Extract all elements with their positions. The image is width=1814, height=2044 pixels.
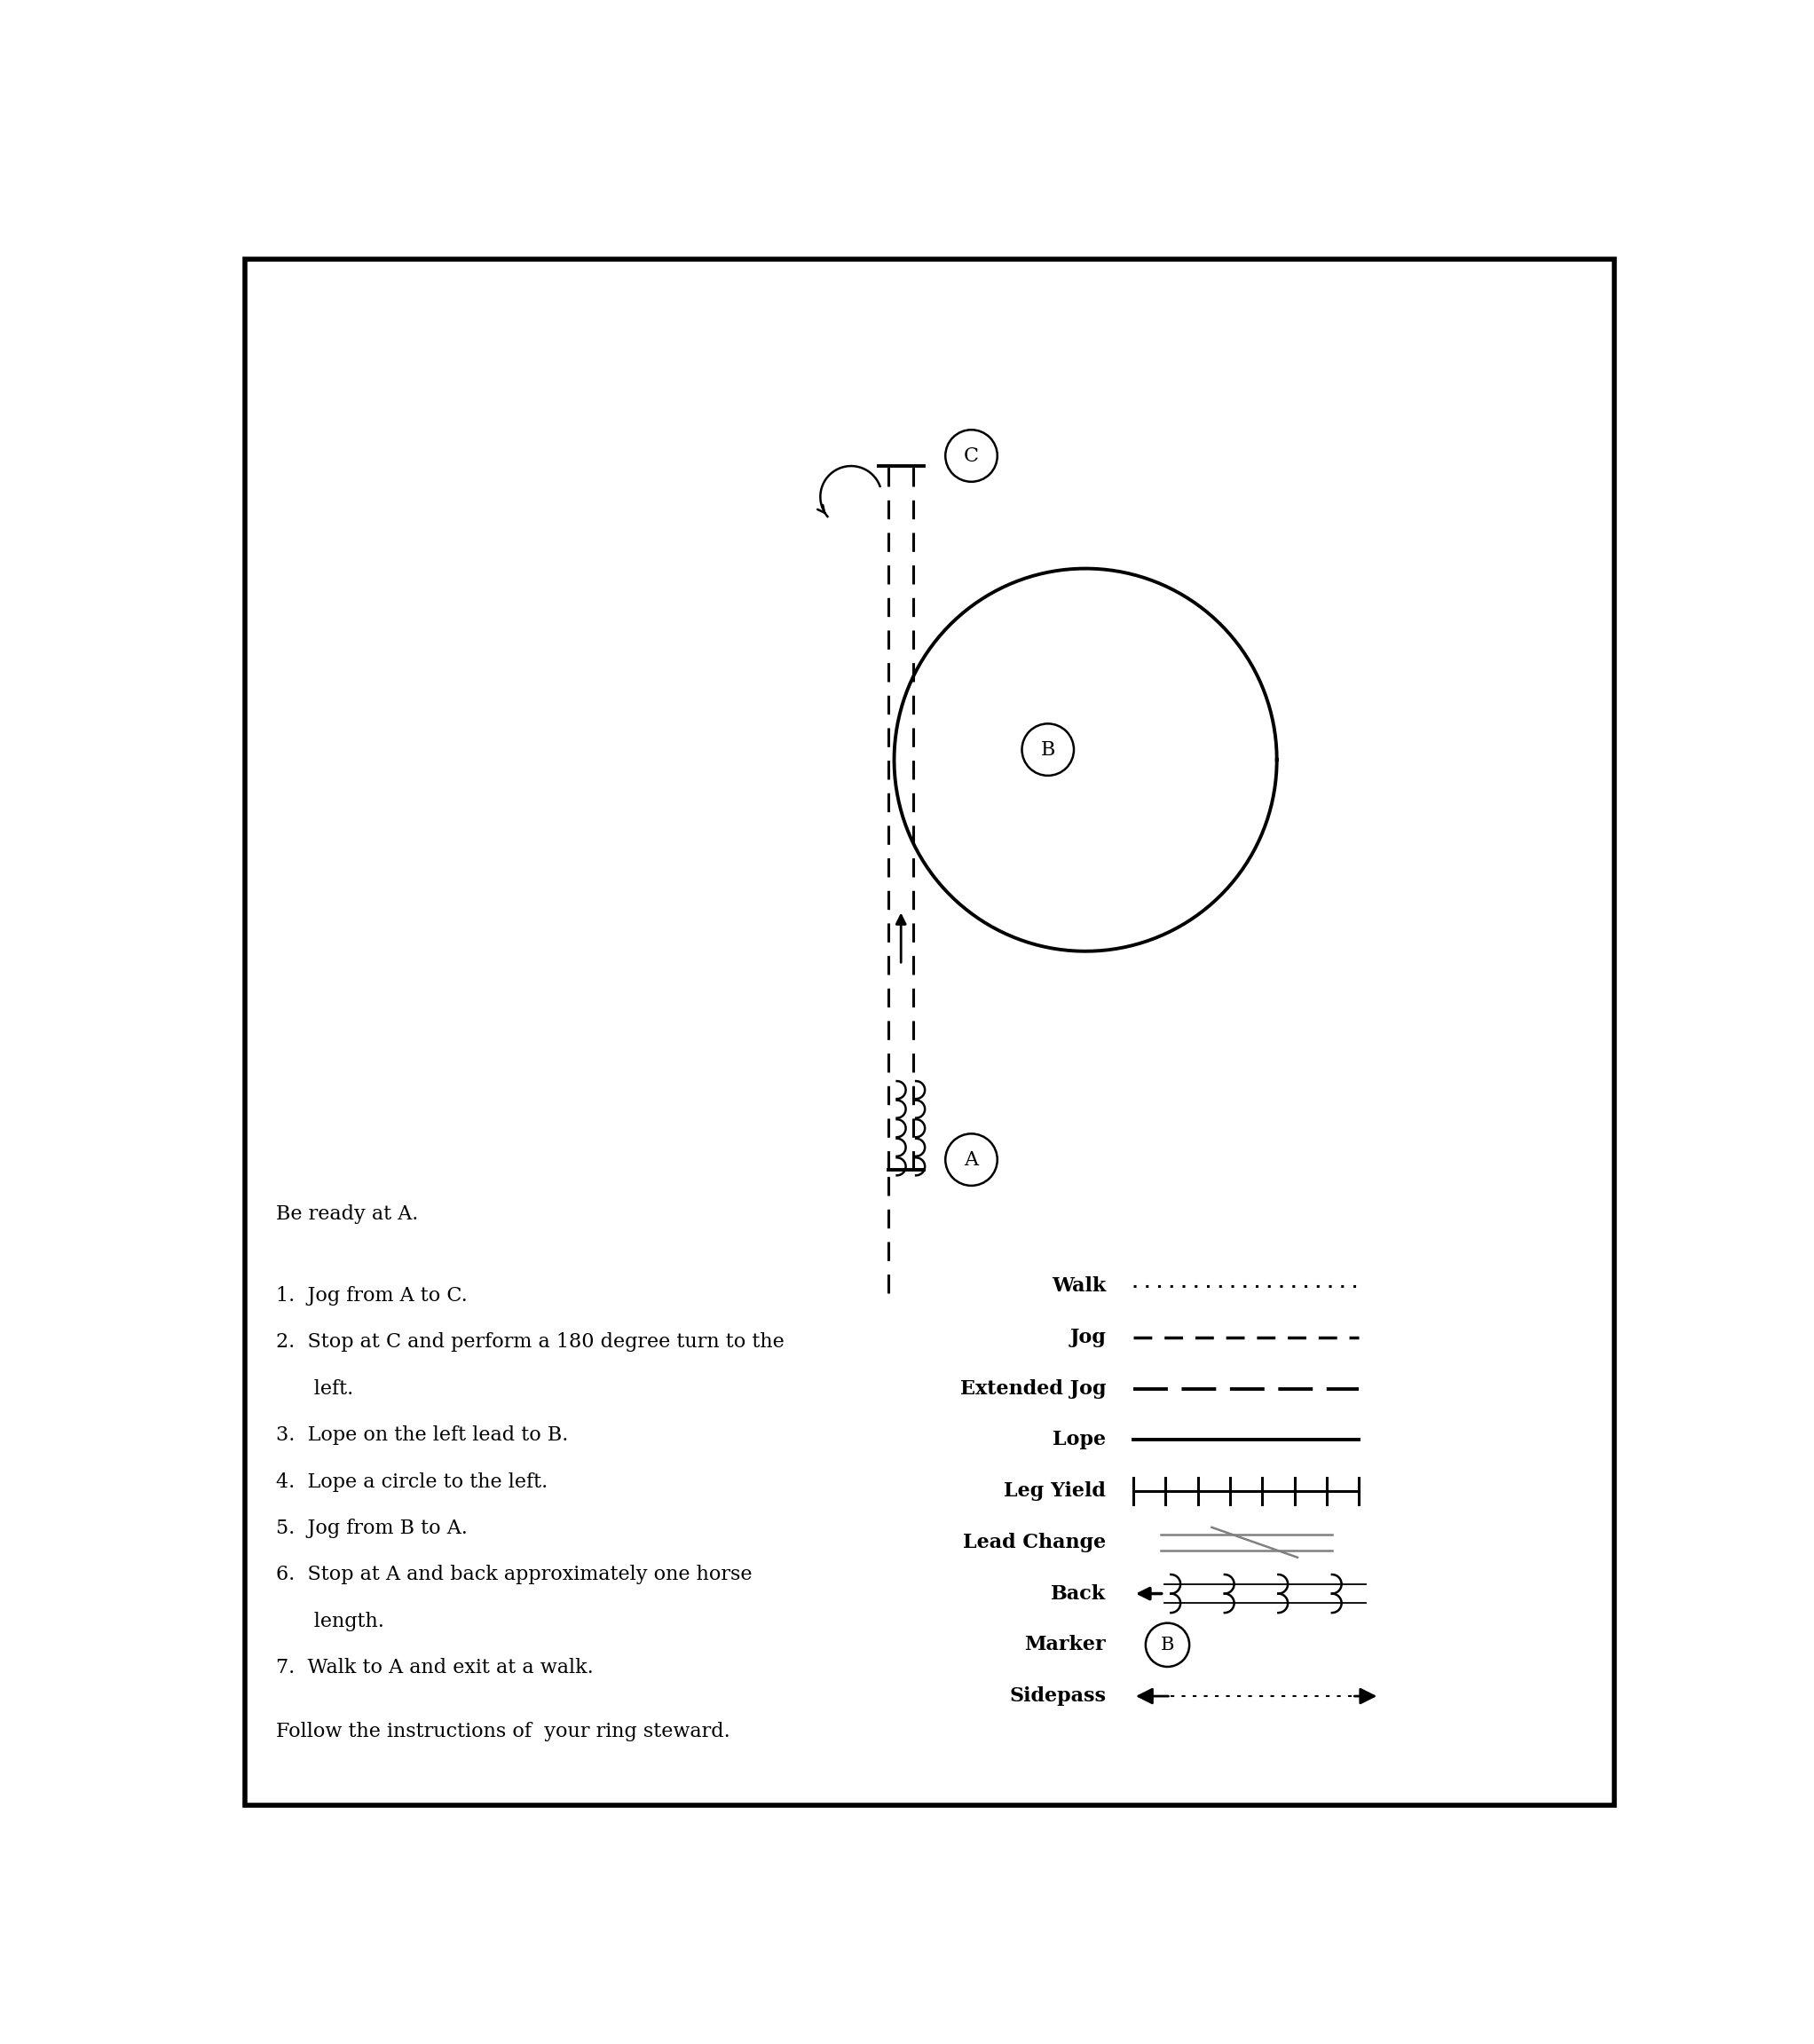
Text: 4.  Lope a circle to the left.: 4. Lope a circle to the left. — [276, 1472, 548, 1492]
Text: A: A — [965, 1151, 978, 1169]
Text: Extended Jog: Extended Jog — [960, 1380, 1107, 1398]
Text: 7.  Walk to A and exit at a walk.: 7. Walk to A and exit at a walk. — [276, 1658, 593, 1678]
Circle shape — [945, 1134, 998, 1186]
Circle shape — [945, 429, 998, 482]
Text: 2.  Stop at C and perform a 180 degree turn to the: 2. Stop at C and perform a 180 degree tu… — [276, 1333, 784, 1351]
Text: Follow the instructions of  your ring steward.: Follow the instructions of your ring ste… — [276, 1721, 729, 1741]
Text: length.: length. — [276, 1611, 385, 1631]
Text: Lope: Lope — [1052, 1431, 1107, 1449]
Text: Back: Back — [1050, 1584, 1107, 1602]
Text: Walk: Walk — [1052, 1275, 1107, 1296]
Circle shape — [1146, 1623, 1190, 1666]
Text: Be ready at A.: Be ready at A. — [276, 1204, 417, 1224]
Text: Marker: Marker — [1025, 1635, 1107, 1656]
Text: 3.  Lope on the left lead to B.: 3. Lope on the left lead to B. — [276, 1425, 568, 1445]
Text: Leg Yield: Leg Yield — [1003, 1482, 1107, 1500]
Text: 5.  Jog from B to A.: 5. Jog from B to A. — [276, 1519, 468, 1537]
Text: Lead Change: Lead Change — [963, 1533, 1107, 1551]
Text: B: B — [1041, 740, 1056, 760]
Text: B: B — [1161, 1637, 1174, 1654]
Circle shape — [1021, 724, 1074, 775]
Text: 6.  Stop at A and back approximately one horse: 6. Stop at A and back approximately one … — [276, 1566, 751, 1584]
Text: left.: left. — [276, 1380, 354, 1398]
Text: 1.  Jog from A to C.: 1. Jog from A to C. — [276, 1286, 468, 1306]
Text: Sidepass: Sidepass — [1009, 1686, 1107, 1707]
Text: C: C — [963, 446, 980, 466]
Text: Jog: Jog — [1070, 1329, 1107, 1347]
